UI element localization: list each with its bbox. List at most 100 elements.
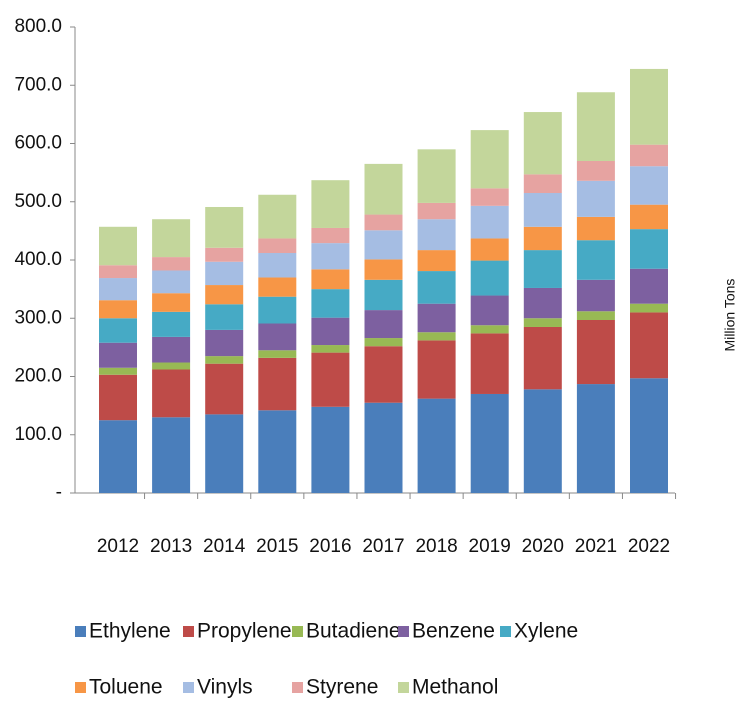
bar-segment — [417, 332, 456, 341]
bar-segment — [576, 384, 615, 493]
bar-segment — [417, 250, 456, 272]
bar-segment — [258, 323, 297, 351]
y-tick-label: - — [56, 482, 62, 503]
y-tick-label: 700.0 — [14, 74, 62, 95]
bar-segment — [364, 163, 403, 215]
bar-segment — [523, 112, 562, 175]
bar-segment — [258, 357, 297, 411]
bar-segment — [311, 180, 350, 228]
bar-segment — [417, 303, 456, 333]
legend-swatch — [183, 682, 194, 693]
bar-segment — [311, 345, 350, 353]
legend-label: Methanol — [412, 676, 498, 699]
y-tick-label: 600.0 — [14, 133, 62, 154]
bar-segment — [364, 310, 403, 339]
bar-segment — [470, 238, 509, 261]
x-tick-label: 2016 — [309, 536, 351, 557]
x-tick-label: 2019 — [469, 536, 511, 557]
bar-segment — [152, 336, 191, 363]
bar-segment — [99, 265, 137, 279]
x-tick-label: 2014 — [203, 536, 246, 557]
legend-swatch — [292, 682, 303, 693]
bar-segment — [364, 338, 403, 347]
bar-segment — [470, 325, 509, 334]
y-tick-label: 400.0 — [14, 249, 62, 270]
bar-segment — [523, 318, 562, 327]
bar-segment — [630, 204, 668, 230]
legend-swatch — [500, 626, 511, 637]
legend-label: Styrene — [306, 676, 378, 699]
bar-segment — [417, 149, 456, 203]
bar-segment — [205, 285, 244, 305]
bar-segment — [576, 319, 615, 385]
bar-segment — [152, 311, 191, 337]
bar-segment — [630, 229, 668, 269]
bar-segment — [630, 312, 668, 379]
bar-segment — [364, 214, 403, 231]
bar-segment — [152, 362, 191, 370]
bar-segment — [205, 356, 244, 364]
bar-segment — [311, 406, 350, 493]
bar-segment — [523, 193, 562, 227]
legend-label: Butadiene — [306, 620, 401, 643]
bar-segment — [205, 304, 244, 330]
bar-segment — [99, 420, 137, 493]
bar-segment — [364, 279, 403, 311]
bar-segment — [576, 216, 615, 241]
bar-segment — [152, 257, 191, 271]
bar-segment — [205, 261, 244, 286]
bar-segment — [576, 180, 615, 217]
bar-segment — [576, 92, 615, 161]
bar-segment — [523, 389, 562, 493]
legend-label: Toluene — [89, 676, 163, 699]
bar-segment — [99, 226, 137, 266]
x-tick-label: 2021 — [575, 536, 617, 557]
bar-segment — [470, 393, 509, 493]
bar-segment — [630, 144, 668, 167]
bar-segment — [417, 271, 456, 304]
bar-segment — [99, 278, 137, 301]
bar-segment — [417, 219, 456, 251]
bar-segment — [258, 296, 297, 324]
bar-segment — [258, 350, 297, 358]
bar-segment — [99, 367, 137, 375]
bar-segment — [99, 342, 137, 368]
bar-segment — [417, 340, 456, 399]
bar-segment — [152, 219, 191, 258]
bar-segment — [630, 68, 668, 145]
x-tick-label: 2022 — [628, 536, 670, 557]
x-tick-label: 2013 — [150, 536, 192, 557]
bar-segment — [364, 346, 403, 403]
bar-segment — [311, 289, 350, 318]
bar-segment — [258, 277, 297, 297]
bar-segment — [576, 240, 615, 280]
bar-segment — [417, 202, 456, 220]
legend-swatch — [398, 682, 409, 693]
legend-label: Xylene — [514, 620, 578, 643]
bar-segment — [364, 230, 403, 260]
bar-segment — [630, 268, 668, 304]
legend-swatch — [75, 682, 86, 693]
legend-label: Propylene — [197, 620, 292, 643]
bar-segment — [258, 238, 297, 254]
bar-segment — [311, 269, 350, 290]
bar-segment — [258, 410, 297, 493]
bar-segment — [523, 250, 562, 288]
bar-segment — [364, 402, 403, 493]
bar-segment — [417, 398, 456, 493]
bar-segment — [470, 295, 509, 326]
y-tick-label: 100.0 — [14, 424, 62, 445]
bar-segment — [205, 247, 244, 262]
bar-segment — [576, 160, 615, 181]
bar-segment — [99, 318, 137, 343]
bar-segment — [523, 326, 562, 390]
bar-segment — [523, 226, 562, 251]
bar-segment — [470, 333, 509, 394]
x-tick-label: 2018 — [415, 536, 457, 557]
legend-label: Vinyls — [197, 676, 253, 699]
bar-segment — [470, 260, 509, 296]
bar-segment — [470, 130, 509, 189]
x-tick-label: 2012 — [97, 536, 139, 557]
bar-segment — [630, 378, 668, 493]
